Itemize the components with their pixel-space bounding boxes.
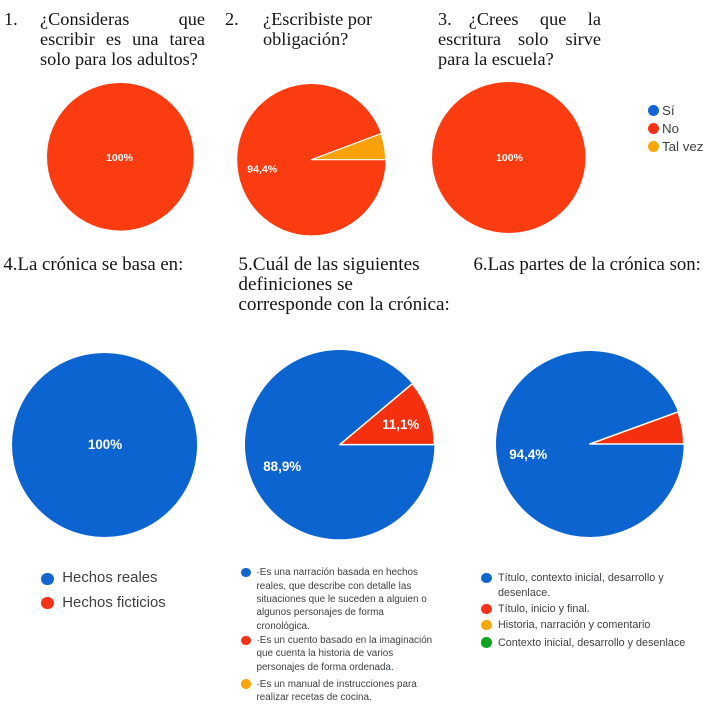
svg-text:94,4%: 94,4% — [247, 164, 277, 176]
svg-text:11,1%: 11,1% — [382, 417, 419, 432]
svg-text:100%: 100% — [88, 436, 122, 451]
svg-text:100%: 100% — [496, 152, 524, 164]
svg-text:100%: 100% — [106, 152, 134, 164]
svg-text:94,4%: 94,4% — [509, 447, 547, 462]
svg-text:88,9%: 88,9% — [264, 459, 302, 474]
